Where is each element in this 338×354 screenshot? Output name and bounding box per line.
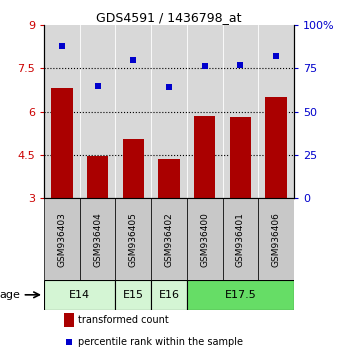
Text: GSM936400: GSM936400 xyxy=(200,212,209,267)
Bar xyxy=(265,97,287,199)
Text: E14: E14 xyxy=(69,290,90,300)
Bar xyxy=(230,118,251,199)
Point xyxy=(238,62,243,68)
Point xyxy=(66,339,72,344)
Bar xyxy=(151,199,187,280)
Text: transformed count: transformed count xyxy=(78,315,168,325)
Bar xyxy=(80,199,115,280)
Point xyxy=(95,83,100,88)
Bar xyxy=(44,199,80,280)
Bar xyxy=(87,156,108,199)
Bar xyxy=(158,159,180,199)
Text: GSM936403: GSM936403 xyxy=(57,212,66,267)
Bar xyxy=(187,199,223,280)
Text: GSM936406: GSM936406 xyxy=(272,212,281,267)
Bar xyxy=(115,199,151,280)
Bar xyxy=(115,280,151,310)
Text: age: age xyxy=(0,290,21,300)
Bar xyxy=(64,313,74,327)
Bar xyxy=(51,88,73,199)
Bar xyxy=(151,280,187,310)
Point xyxy=(59,43,65,48)
Text: GSM936402: GSM936402 xyxy=(165,212,173,267)
Title: GDS4591 / 1436798_at: GDS4591 / 1436798_at xyxy=(96,11,242,24)
Point xyxy=(273,53,279,59)
Point xyxy=(166,85,172,90)
Text: percentile rank within the sample: percentile rank within the sample xyxy=(78,337,243,347)
Bar xyxy=(223,199,258,280)
Text: GSM936405: GSM936405 xyxy=(129,212,138,267)
Bar xyxy=(123,139,144,199)
Point xyxy=(202,64,208,69)
Bar xyxy=(258,199,294,280)
Bar xyxy=(44,280,115,310)
Text: GSM936401: GSM936401 xyxy=(236,212,245,267)
Text: GSM936404: GSM936404 xyxy=(93,212,102,267)
Point xyxy=(130,57,136,62)
Text: E15: E15 xyxy=(123,290,144,300)
Text: E17.5: E17.5 xyxy=(224,290,256,300)
Bar xyxy=(187,280,294,310)
Bar xyxy=(194,116,215,199)
Text: E16: E16 xyxy=(159,290,179,300)
